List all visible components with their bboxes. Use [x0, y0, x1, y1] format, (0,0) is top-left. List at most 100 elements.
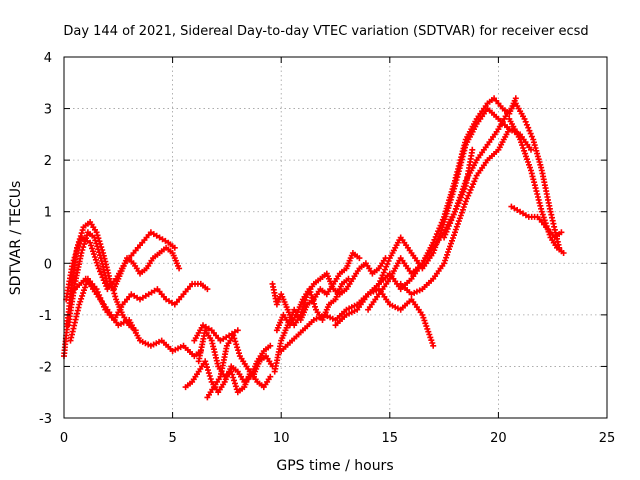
data-point: [356, 255, 363, 262]
data-point: [92, 256, 99, 263]
data-point: [297, 311, 304, 318]
data-point: [231, 335, 238, 342]
data-point: [528, 146, 534, 153]
data-point: [171, 244, 178, 251]
series-arc-15: [365, 95, 519, 313]
data-point: [441, 234, 448, 241]
data-point: [93, 259, 100, 266]
data-point: [205, 367, 211, 374]
data-point: [81, 241, 88, 248]
axis-ticks: 0 5 10 15 20 25 -3 -2 -1 0 1 2 3 4: [39, 51, 615, 446]
data-point: [95, 246, 102, 253]
data-point: [84, 232, 90, 239]
data-point: [527, 164, 533, 171]
data-point: [204, 364, 210, 371]
data-point: [311, 300, 318, 307]
data-point: [551, 223, 558, 230]
y-tick-label: 0: [44, 257, 52, 272]
data-point: [312, 303, 318, 310]
data-point: [88, 242, 94, 249]
data-point: [458, 209, 465, 216]
data-point: [72, 251, 79, 258]
data-point: [75, 243, 82, 250]
data-point: [235, 347, 242, 354]
series-arc-20: [508, 203, 565, 241]
y-tick-label: 1: [44, 206, 52, 221]
series-arc-13: [269, 255, 389, 329]
data-point: [383, 263, 390, 270]
data-point: [422, 320, 429, 327]
data-point: [206, 373, 213, 379]
data-point: [91, 234, 98, 241]
data-point: [232, 383, 239, 390]
series-arc-5: [71, 275, 204, 360]
data-point: [93, 240, 100, 247]
data-point: [267, 342, 274, 349]
data-point: [299, 306, 306, 312]
data-point: [232, 338, 239, 345]
data-point: [112, 293, 119, 300]
data-point: [458, 156, 465, 163]
data-point: [532, 185, 539, 192]
data-point: [302, 297, 309, 304]
data-point: [77, 298, 84, 305]
data-point: [455, 197, 462, 204]
data-series: [61, 95, 567, 401]
series-arc-9: [191, 322, 241, 344]
grid-lines: [64, 57, 607, 418]
data-point: [202, 358, 209, 365]
y-tick-label: -3: [39, 412, 52, 427]
data-point: [69, 260, 76, 267]
data-point: [231, 377, 237, 384]
data-point: [78, 250, 85, 256]
series-arc-18: [441, 100, 563, 251]
data-point: [82, 284, 88, 291]
y-tick-label: 4: [44, 51, 52, 66]
x-tick-label: 5: [168, 431, 176, 446]
series-arc-16: [375, 105, 513, 287]
data-point: [385, 258, 392, 264]
data-point: [540, 214, 547, 221]
data-point: [454, 174, 461, 181]
series-arc-4: [67, 275, 211, 344]
x-axis-label: GPS time / hours: [276, 458, 393, 474]
data-point: [94, 243, 101, 250]
data-point: [232, 380, 238, 387]
data-point: [229, 371, 236, 378]
data-point: [267, 373, 274, 380]
data-point: [78, 295, 85, 302]
data-point: [531, 179, 538, 186]
x-tick-label: 10: [273, 431, 290, 446]
data-point: [205, 370, 212, 377]
data-point: [298, 308, 305, 315]
data-point: [455, 168, 462, 175]
data-point: [234, 327, 241, 334]
data-point: [228, 368, 235, 375]
y-tick-label: -1: [39, 309, 52, 324]
data-point: [233, 341, 240, 348]
data-point: [89, 245, 95, 252]
data-point: [427, 334, 434, 341]
data-point: [80, 244, 87, 251]
data-point: [447, 220, 454, 227]
data-point: [92, 237, 99, 244]
data-point: [79, 247, 86, 253]
y-tick-label: 3: [44, 103, 52, 118]
data-point: [300, 303, 307, 309]
x-tick-label: 25: [599, 431, 616, 446]
data-point: [204, 286, 211, 293]
data-point: [83, 235, 89, 242]
data-point: [512, 95, 519, 102]
data-point: [236, 350, 242, 357]
x-tick-label: 0: [60, 431, 68, 446]
data-point: [538, 208, 545, 215]
data-point: [233, 386, 240, 393]
plot-area-frame: [63, 56, 608, 419]
y-axis-label: SDTVAR / TECUs: [8, 181, 24, 296]
data-point: [439, 224, 446, 231]
data-point: [424, 325, 431, 332]
data-point: [558, 229, 565, 236]
data-point: [444, 225, 451, 232]
data-point: [207, 376, 214, 382]
